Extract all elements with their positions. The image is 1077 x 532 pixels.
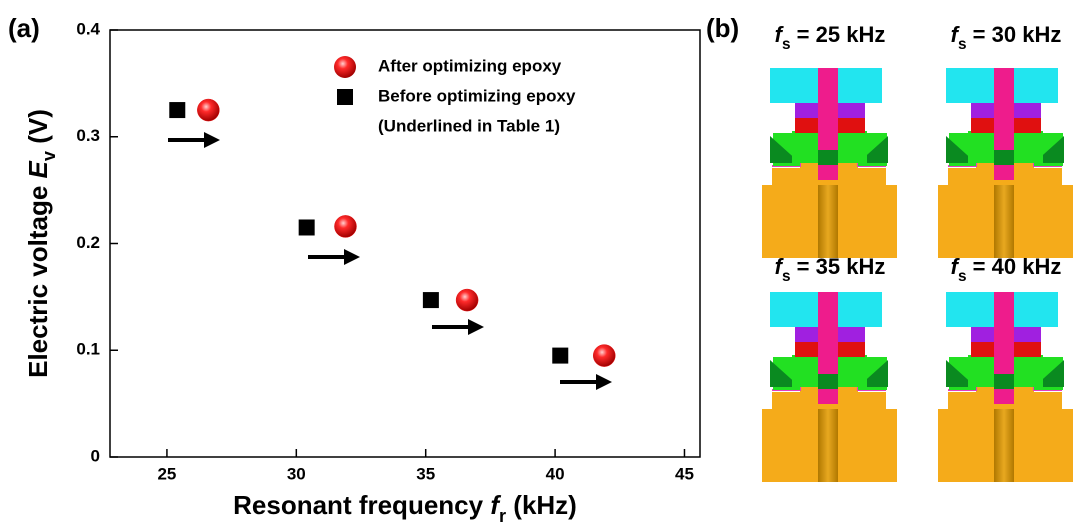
point	[552, 347, 569, 364]
diagram-title: fs = 25 kHz	[775, 22, 886, 53]
title-symbol: f	[775, 254, 785, 279]
x-tick-label: 45	[675, 464, 694, 483]
diagram-title: fs = 30 kHz	[951, 22, 1062, 53]
axis-label: Electric voltage Ev (V)	[23, 109, 59, 378]
device-diagram	[761, 291, 898, 483]
title-subscript: s	[782, 268, 791, 285]
title-text: = 30 kHz	[967, 22, 1062, 47]
arrows	[168, 132, 612, 390]
x-tick-label: 35	[416, 464, 435, 483]
label-symbol: f	[490, 490, 501, 520]
label-unit: (V)	[23, 109, 53, 151]
label-subscript: r	[499, 506, 506, 526]
y-tick-label: 0.4	[76, 19, 100, 38]
device-diagram	[937, 291, 1074, 483]
point	[298, 219, 315, 236]
point	[422, 292, 439, 309]
y-tick-label: 0	[91, 446, 100, 465]
label-unit: (kHz)	[506, 490, 577, 520]
x-tick-label: 30	[287, 464, 306, 483]
diagram-title: fs = 40 kHz	[951, 254, 1062, 285]
y-tick-label: 0.2	[76, 233, 100, 252]
device-diagram	[761, 67, 898, 259]
legend-marker	[337, 89, 353, 105]
legend-label: Before optimizing epoxy	[378, 86, 576, 105]
label-subscript: v	[39, 150, 59, 161]
title-text: = 35 kHz	[791, 254, 886, 279]
title-symbol: f	[951, 254, 961, 279]
label-symbol: E	[23, 160, 53, 178]
x-tick-label: 40	[546, 464, 565, 483]
panel-label: (b)	[706, 13, 739, 43]
point	[197, 98, 220, 122]
diagram-title: fs = 35 kHz	[775, 254, 886, 285]
point	[334, 215, 357, 238]
y-tick-label: 0.1	[76, 340, 100, 359]
title-subscript: s	[958, 268, 967, 285]
axis-label: Resonant frequency fr (kHz)	[233, 490, 577, 526]
title-symbol: f	[951, 22, 961, 47]
title-text: = 40 kHz	[967, 254, 1062, 279]
label-text: Resonant frequency	[233, 490, 490, 520]
legend-note: (Underlined in Table 1)	[378, 116, 560, 135]
legend-label: After optimizing epoxy	[378, 56, 562, 75]
label-text: Electric voltage	[23, 178, 53, 377]
point	[593, 344, 616, 367]
x-tick-label: 25	[157, 464, 176, 483]
point	[169, 102, 186, 119]
title-text: = 25 kHz	[791, 22, 886, 47]
panel-label: (a)	[8, 13, 40, 43]
point	[455, 288, 479, 312]
legend-marker	[334, 56, 356, 78]
device-diagram	[937, 67, 1074, 259]
title-subscript: s	[782, 36, 791, 53]
title-symbol: f	[775, 22, 785, 47]
title-subscript: s	[958, 36, 967, 53]
y-tick-label: 0.3	[76, 126, 100, 145]
